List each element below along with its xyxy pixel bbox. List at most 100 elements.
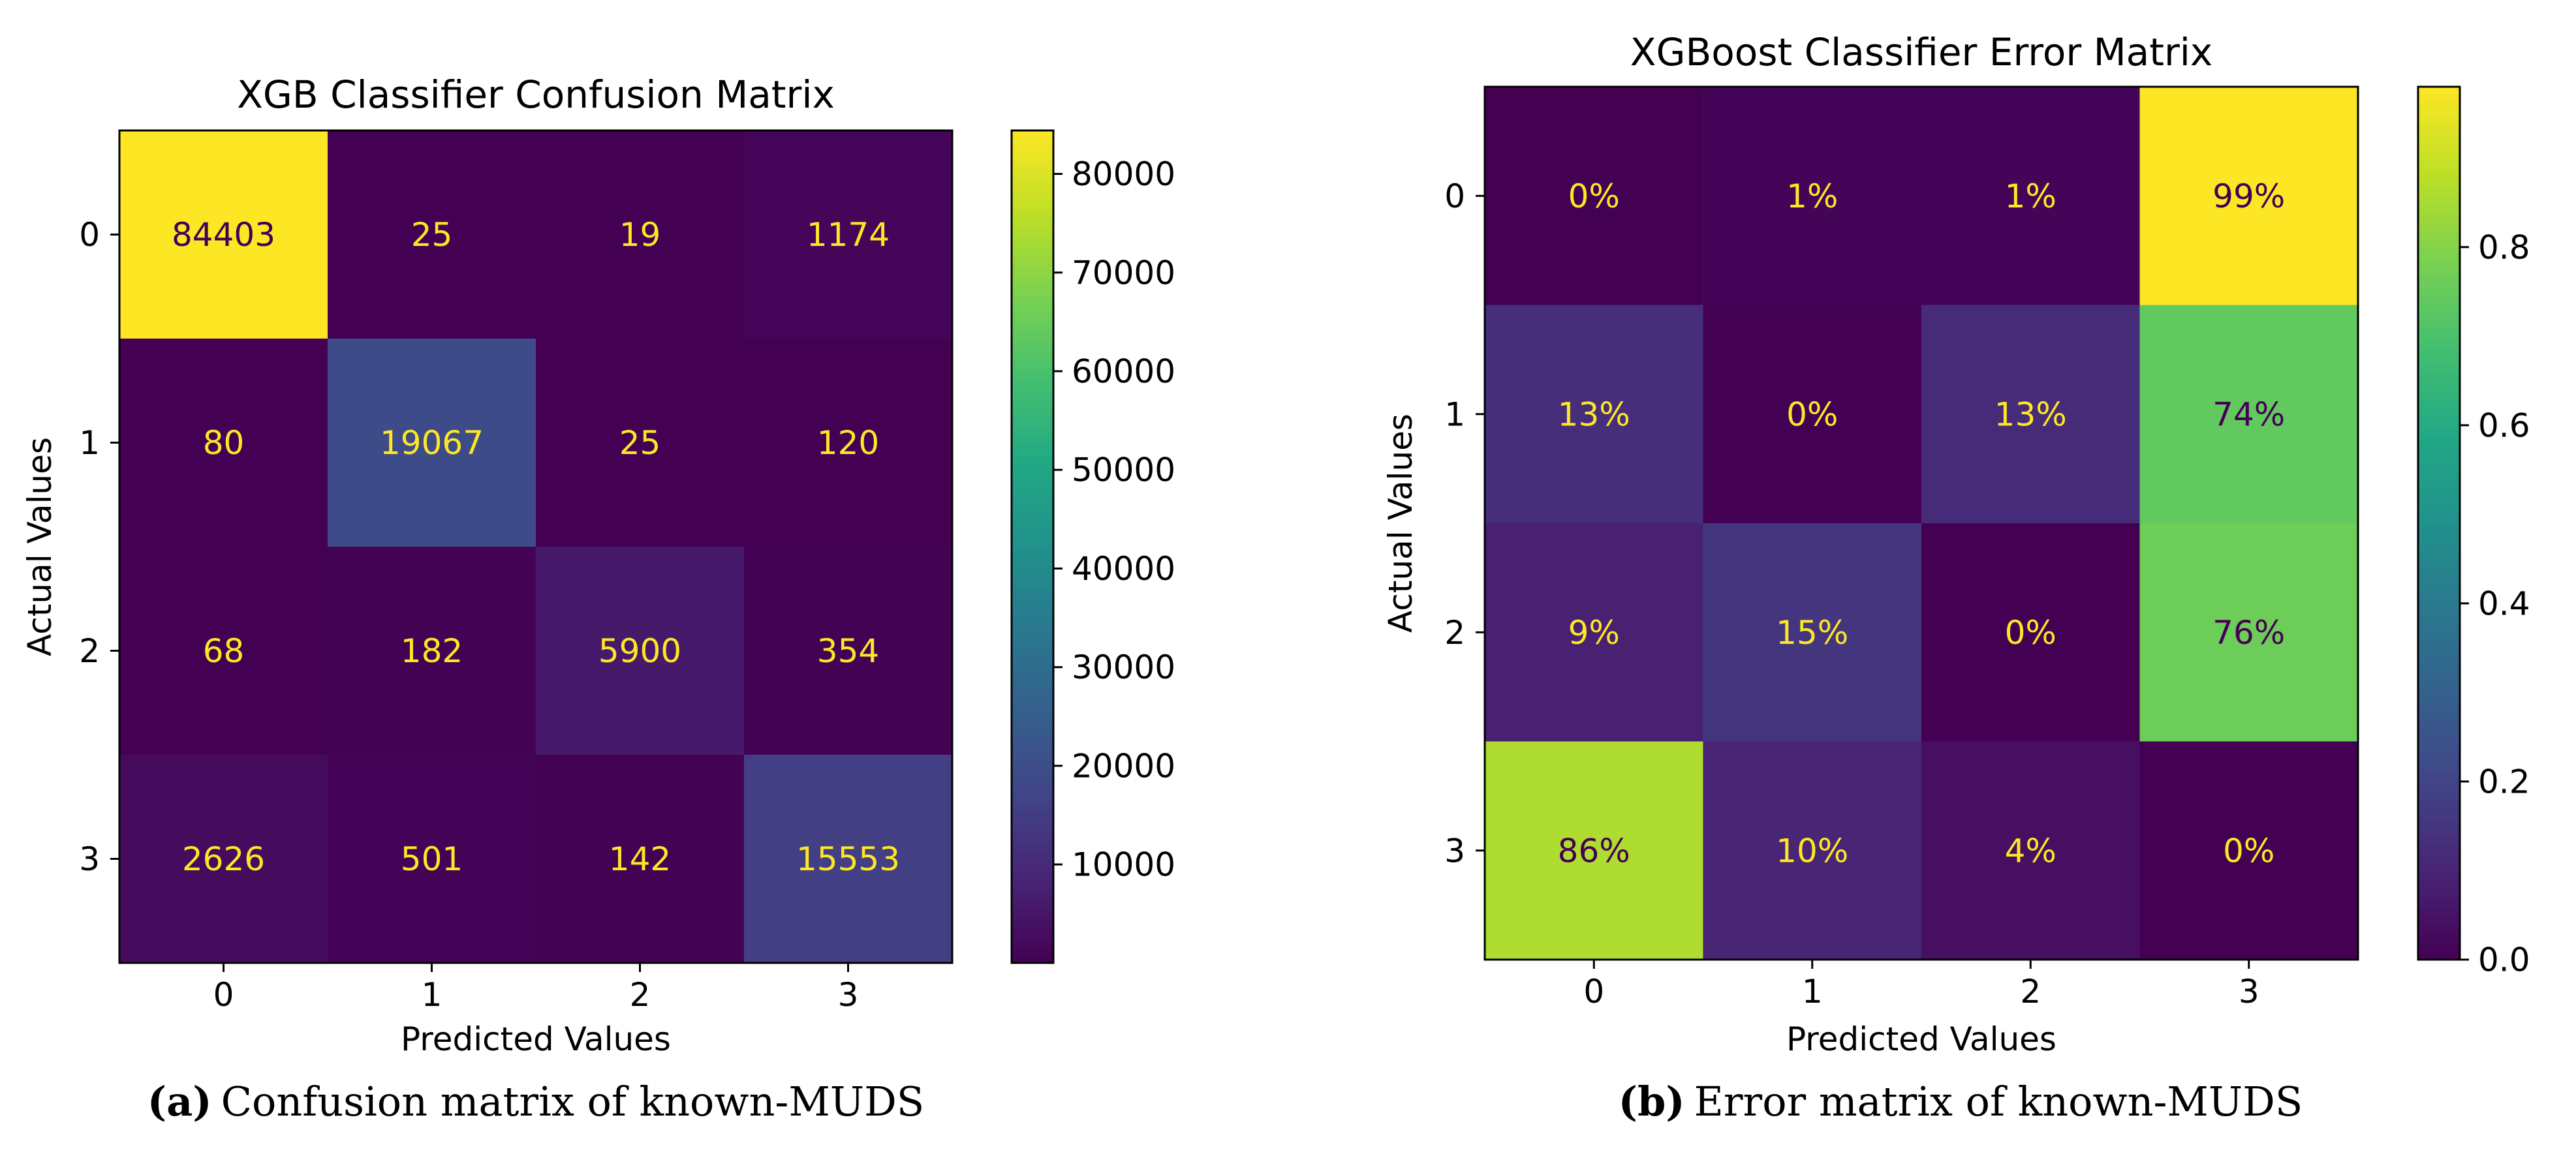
colorbar-segment <box>1012 435 1053 444</box>
colorbar-segment <box>1012 318 1053 326</box>
colorbar-segment <box>1012 463 1053 472</box>
heatmap-cell <box>1485 523 1703 742</box>
colorbar-segment <box>1012 796 1053 804</box>
colorbar-segment <box>2418 196 2460 204</box>
colorbar-segment <box>2418 515 2460 524</box>
colorbar-segment <box>2418 123 2460 131</box>
heatmap-cell <box>744 547 953 755</box>
colorbar-segment <box>1012 879 1053 888</box>
colorbar-segment <box>1012 914 1053 922</box>
colorbar-segment <box>1012 824 1053 832</box>
cell-label: 142 <box>609 840 671 878</box>
colorbar-segment <box>2418 189 2460 197</box>
heatmap-cell <box>119 547 328 755</box>
colorbar-segment <box>1012 810 1053 818</box>
colorbar-segment <box>1012 130 1053 138</box>
colorbar-segment <box>1012 526 1053 534</box>
heatmap-cell <box>536 755 745 964</box>
heatmap-cell <box>2139 523 2359 742</box>
colorbar-segment <box>2418 646 2460 655</box>
colorbar-segment <box>2418 268 2460 277</box>
colorbar-segment <box>1012 671 1053 680</box>
colorbar-segment <box>2418 464 2460 473</box>
colorbar-tick-label: 0.8 <box>2478 228 2530 266</box>
colorbar-segment <box>2418 494 2460 502</box>
heatmap-cell <box>744 339 953 547</box>
colorbar-segment <box>1012 221 1053 228</box>
colorbar-segment <box>1012 234 1053 243</box>
colorbar-segment <box>2418 661 2460 669</box>
colorbar-segment <box>2418 239 2460 248</box>
colorbar-segment <box>2418 872 2460 881</box>
colorbar-segment <box>2418 450 2460 459</box>
colorbar-segment <box>1012 498 1053 506</box>
colorbar-segment <box>2418 763 2460 772</box>
heatmap-cell <box>119 339 328 547</box>
cell-label: 0% <box>1568 177 1620 215</box>
cell-label: 15553 <box>796 840 900 878</box>
colorbar-segment <box>2418 472 2460 481</box>
heatmap-cell <box>2139 741 2359 960</box>
colorbar-segment <box>1012 928 1053 936</box>
colorbar-segment <box>1012 678 1053 686</box>
colorbar-segment <box>1012 519 1053 527</box>
colorbar-segment <box>1012 290 1053 298</box>
colorbar-segment <box>2418 232 2460 241</box>
chart-title: XGB Classifier Confusion Matrix <box>237 72 835 117</box>
colorbar-segment <box>2418 705 2460 713</box>
colorbar-segment <box>2418 734 2460 742</box>
colorbar-segment <box>2418 581 2460 590</box>
colorbar-segment <box>2418 319 2460 327</box>
colorbar-segment <box>2418 865 2460 874</box>
colorbar-segment <box>1012 144 1053 152</box>
colorbar: 10000 20000 30000 40000 50000 60000 70000 80000 <box>1010 129 1175 964</box>
colorbar-tick-label: 0.2 <box>2478 763 2530 800</box>
colorbar-segment <box>2418 930 2460 939</box>
colorbar-segment <box>2418 755 2460 764</box>
colorbar-segment <box>2418 952 2460 960</box>
cell-label: 13% <box>1558 395 1630 433</box>
colorbar-segment <box>2418 356 2460 364</box>
colorbar-segment <box>1012 241 1053 249</box>
heatmap-cell <box>1485 87 1703 305</box>
colorbar-segment <box>2418 639 2460 648</box>
colorbar-segment <box>1012 352 1053 360</box>
colorbar-segment <box>1012 713 1053 721</box>
colorbar-segment <box>2418 479 2460 488</box>
colorbar-segment <box>1012 414 1053 423</box>
colorbar-segment <box>2418 690 2460 699</box>
colorbar-segment <box>1012 734 1053 742</box>
heatmap-cell <box>1485 741 1703 960</box>
x-tick-label: 2 <box>2020 973 2041 1011</box>
colorbar-segment <box>1012 727 1053 735</box>
colorbar-segment <box>1012 685 1053 693</box>
colorbar-segment <box>2418 297 2460 306</box>
colorbar-segment <box>1012 949 1053 957</box>
y-tick-label: 0 <box>1444 177 1465 215</box>
cell-label: 10% <box>1776 832 1848 870</box>
cell-label: 120 <box>817 424 879 462</box>
colorbar-segment <box>2418 130 2460 139</box>
colorbar-segment <box>1012 775 1053 783</box>
colorbar-segment <box>2418 821 2460 830</box>
colorbar-segment <box>1012 227 1053 236</box>
colorbar-segment <box>2418 727 2460 735</box>
colorbar-segment <box>2418 625 2460 633</box>
colorbar-segment <box>1012 956 1053 964</box>
colorbar-segment <box>1012 248 1053 256</box>
x-tick-label: 1 <box>422 976 442 1014</box>
colorbar-frame <box>1010 129 1055 964</box>
colorbar-segment <box>2418 894 2460 902</box>
colorbar-segment <box>1012 643 1053 652</box>
colorbar-tick-label: 0.0 <box>2478 941 2530 979</box>
colorbar-segment <box>1012 262 1053 270</box>
heatmap-cell <box>1703 87 1922 305</box>
colorbar-segment <box>2418 370 2460 378</box>
colorbar-segment <box>2418 588 2460 597</box>
colorbar-segment <box>1012 470 1053 478</box>
colorbar-segment <box>1012 706 1053 714</box>
colorbar-segment <box>2418 748 2460 757</box>
colorbar-segment <box>2418 385 2460 393</box>
